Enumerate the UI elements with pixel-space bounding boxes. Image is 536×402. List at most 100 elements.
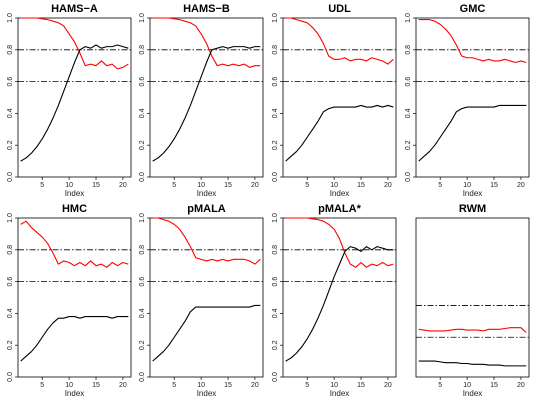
panel-8: RWM 5 10 15 20 Index	[415, 203, 530, 398]
series-line-black	[152, 304, 261, 362]
panel-2: HAMS−B 5 10 15 20 0.0 0.2 0.4 0.6 0.8 1.0 Index	[139, 3, 264, 198]
y-tick-label: 0.6	[272, 77, 279, 87]
y-tick-label: 0.2	[272, 140, 279, 150]
y-tick-label: 0.8	[7, 45, 14, 55]
x-tick-label: 10	[330, 382, 338, 389]
series-line-black	[418, 360, 527, 367]
x-tick-label: 10	[330, 182, 338, 189]
x-tick-label: 20	[119, 382, 127, 389]
series-line-black	[285, 246, 394, 362]
chart-title: pMALA*	[318, 203, 361, 215]
x-tick-label: 5	[172, 382, 176, 389]
series-line-black	[20, 44, 129, 162]
y-tick-label: 0.2	[272, 340, 279, 350]
y-tick-label: 0.0	[139, 372, 146, 382]
chart-title: GMC	[460, 3, 486, 15]
x-tick-label: 20	[384, 382, 392, 389]
y-tick-label: 0.0	[7, 172, 14, 182]
chart-title: HAMS−B	[183, 3, 230, 15]
y-tick-label: 0.4	[139, 108, 146, 118]
y-tick-label: 0.8	[405, 45, 412, 55]
x-tick-label: 15	[490, 182, 498, 189]
y-tick-label: 0.6	[7, 77, 14, 87]
panel-3: UDL 5 10 15 20 0.0 0.2 0.4 0.6 0.8 1.0 Index	[272, 3, 397, 198]
x-tick-label: 10	[463, 182, 471, 189]
x-tick-label: 20	[517, 182, 525, 189]
series-line-red	[20, 17, 129, 70]
series-line-red	[418, 327, 527, 333]
y-tick-label: 0.0	[139, 172, 146, 182]
x-axis-label: Index	[197, 389, 217, 398]
y-tick-label: 1.0	[272, 213, 279, 223]
x-tick-label: 15	[357, 382, 365, 389]
x-tick-label: 15	[92, 382, 100, 389]
y-tick-label: 0.2	[139, 140, 146, 150]
y-tick-label: 0.8	[139, 245, 146, 255]
panel-1: HAMS−A 5 10 15 20 0.0 0.2 0.4 0.6 0.8 1.0 Index	[7, 3, 132, 198]
x-tick-label: 20	[251, 182, 259, 189]
y-tick-label: 0.8	[272, 245, 279, 255]
y-tick-label: 1.0	[272, 13, 279, 23]
panel-7: pMALA* 5 10 15 20 0.0 0.2 0.4 0.6 0.8 1.0 Index	[272, 203, 397, 398]
x-tick-label: 5	[305, 382, 309, 389]
x-axis-label: Index	[463, 389, 483, 398]
x-tick-label: 15	[224, 382, 232, 389]
y-tick-label: 0.4	[7, 308, 14, 318]
x-tick-label: 10	[65, 182, 73, 189]
series-line-black	[20, 316, 129, 362]
y-tick-label: 1.0	[7, 213, 14, 223]
panel-5: HMC 5 10 15 20 0.0 0.2 0.4 0.6 0.8 1.0 Index	[7, 203, 132, 398]
x-tick-label: 5	[438, 182, 442, 189]
y-tick-label: 0.4	[7, 108, 14, 118]
chart-title: HAMS−A	[51, 3, 98, 15]
x-tick-label: 5	[438, 382, 442, 389]
x-tick-label: 20	[251, 382, 259, 389]
x-tick-label: 5	[40, 182, 44, 189]
x-tick-label: 5	[40, 382, 44, 389]
y-tick-label: 0.2	[7, 140, 14, 150]
y-tick-label: 0.6	[139, 77, 146, 87]
y-tick-label: 0.0	[7, 372, 14, 382]
plot-frame	[17, 217, 132, 378]
x-tick-label: 15	[357, 182, 365, 189]
series-line-red	[20, 220, 129, 268]
y-tick-label: 1.0	[405, 13, 412, 23]
plot-frame	[282, 17, 397, 178]
x-axis-label: Index	[65, 389, 85, 398]
x-tick-label: 15	[92, 182, 100, 189]
series-line-red	[152, 217, 261, 265]
y-tick-label: 0.2	[7, 340, 14, 350]
x-tick-label: 15	[224, 182, 232, 189]
chart-title: HMC	[62, 203, 87, 215]
y-tick-label: 1.0	[7, 13, 14, 23]
y-tick-label: 0.6	[405, 77, 412, 87]
x-tick-label: 20	[119, 182, 127, 189]
y-tick-label: 0.8	[272, 45, 279, 55]
y-tick-label: 0.6	[7, 277, 14, 287]
y-tick-label: 0.2	[405, 140, 412, 150]
x-tick-label: 10	[197, 382, 205, 389]
x-axis-label: Index	[463, 189, 483, 198]
y-tick-label: 0.2	[139, 340, 146, 350]
x-tick-label: 10	[463, 382, 471, 389]
plot-frame	[149, 217, 264, 378]
y-tick-label: 1.0	[139, 213, 146, 223]
y-tick-label: 0.4	[405, 108, 412, 118]
x-tick-label: 5	[305, 182, 309, 189]
plot-frame	[415, 17, 530, 178]
plot-frame	[17, 17, 132, 178]
series-line-black	[418, 104, 527, 162]
x-tick-label: 15	[490, 382, 498, 389]
y-tick-label: 0.4	[272, 108, 279, 118]
chart-title: RWM	[459, 203, 486, 215]
x-tick-label: 20	[384, 182, 392, 189]
series-line-red	[152, 17, 261, 68]
x-tick-label: 10	[197, 182, 205, 189]
y-tick-label: 0.4	[139, 308, 146, 318]
x-axis-label: Index	[330, 189, 350, 198]
x-tick-label: 5	[172, 182, 176, 189]
series-line-black	[152, 46, 261, 162]
plot-frame	[149, 17, 264, 178]
x-axis-label: Index	[65, 189, 85, 198]
